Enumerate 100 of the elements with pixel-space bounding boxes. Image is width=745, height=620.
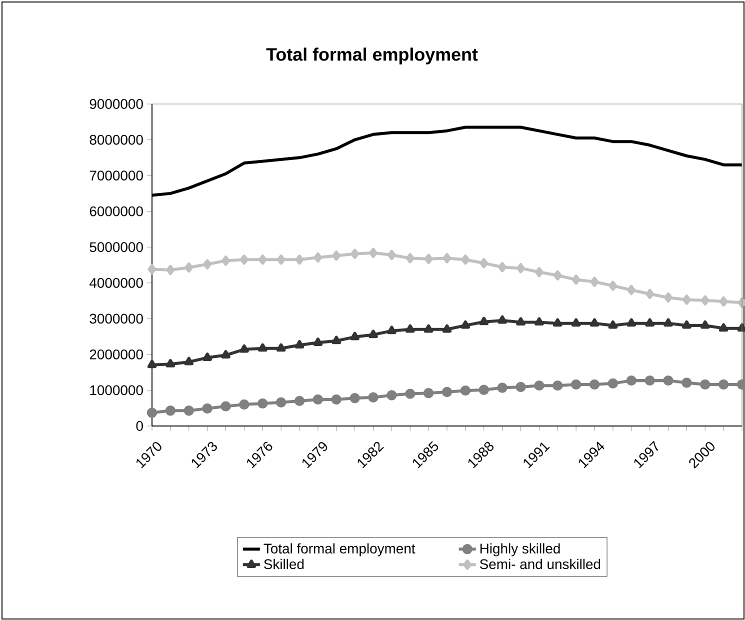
point xyxy=(276,397,286,408)
point xyxy=(240,254,248,265)
point xyxy=(442,386,452,398)
point xyxy=(571,318,581,327)
point xyxy=(646,288,654,300)
point xyxy=(460,320,470,329)
point xyxy=(682,294,691,305)
point xyxy=(480,258,488,268)
point xyxy=(608,280,618,291)
point xyxy=(166,359,176,368)
point xyxy=(184,356,194,366)
point xyxy=(442,253,452,264)
point xyxy=(221,350,230,358)
point xyxy=(387,326,396,334)
point xyxy=(294,340,304,348)
point xyxy=(498,315,507,324)
point xyxy=(552,380,563,391)
legend-label: Skilled xyxy=(264,558,304,570)
y-tick-label: 7000000 xyxy=(90,170,143,180)
point xyxy=(700,295,710,306)
point xyxy=(258,343,268,352)
point xyxy=(147,360,157,368)
point xyxy=(350,248,360,260)
point xyxy=(350,332,360,340)
point xyxy=(424,324,434,333)
point xyxy=(534,380,544,391)
point xyxy=(589,379,600,390)
point xyxy=(258,398,268,409)
point xyxy=(222,256,230,266)
point xyxy=(240,344,249,353)
point xyxy=(386,390,397,400)
point xyxy=(368,330,378,338)
point xyxy=(312,394,324,405)
point xyxy=(718,379,729,390)
point xyxy=(295,254,304,265)
point xyxy=(423,388,434,398)
point xyxy=(314,252,322,263)
y-tick-label: 0 xyxy=(136,421,143,431)
y-tick-label: 5000000 xyxy=(90,242,143,252)
point xyxy=(184,406,194,416)
legend-label: Semi- and unskilled xyxy=(480,558,600,570)
point xyxy=(534,267,544,278)
point xyxy=(406,253,414,264)
y-tick-label: 2000000 xyxy=(90,349,143,360)
point xyxy=(626,318,636,327)
point xyxy=(368,392,378,402)
y-tick-label: 1000000 xyxy=(90,385,143,396)
point xyxy=(239,399,250,410)
point xyxy=(387,250,396,260)
point xyxy=(166,264,175,276)
point xyxy=(590,276,599,287)
point xyxy=(516,263,525,274)
point xyxy=(553,270,562,280)
point xyxy=(664,292,672,303)
point xyxy=(313,338,323,346)
point xyxy=(497,382,508,393)
point xyxy=(718,323,728,332)
point xyxy=(202,403,212,414)
point xyxy=(572,274,580,285)
point xyxy=(570,379,582,390)
point xyxy=(498,262,507,272)
point xyxy=(627,284,636,296)
point xyxy=(719,296,728,307)
point xyxy=(202,352,212,361)
point xyxy=(700,320,710,329)
point xyxy=(332,250,341,261)
point xyxy=(184,262,194,273)
legend-label: Highly skilled xyxy=(480,543,560,556)
point xyxy=(737,323,745,332)
y-tick-label: 9000000 xyxy=(90,99,143,109)
point xyxy=(626,375,636,386)
point xyxy=(608,378,618,389)
point xyxy=(258,254,267,265)
y-tick-label: 6000000 xyxy=(90,206,143,216)
point xyxy=(644,375,655,386)
point xyxy=(590,318,600,327)
point xyxy=(682,378,692,388)
point xyxy=(682,320,692,329)
y-tick-label: 4000000 xyxy=(89,278,143,288)
point xyxy=(553,318,562,327)
point xyxy=(534,317,544,326)
y-tick-label: 8000000 xyxy=(90,134,143,145)
point xyxy=(516,382,526,392)
point xyxy=(461,254,470,265)
point xyxy=(148,264,156,274)
point xyxy=(478,384,489,395)
point xyxy=(146,408,158,418)
point xyxy=(276,343,286,352)
legend-label: Total formal employment xyxy=(264,543,416,556)
point xyxy=(406,324,415,333)
point xyxy=(664,318,673,327)
y-tick-label: 3000000 xyxy=(90,314,143,324)
point xyxy=(220,401,231,412)
point xyxy=(460,385,471,396)
point xyxy=(369,248,378,258)
point xyxy=(405,388,416,399)
point xyxy=(294,396,305,406)
point xyxy=(442,324,452,333)
chart-title: Total formal employment xyxy=(266,48,478,64)
point xyxy=(331,394,342,405)
